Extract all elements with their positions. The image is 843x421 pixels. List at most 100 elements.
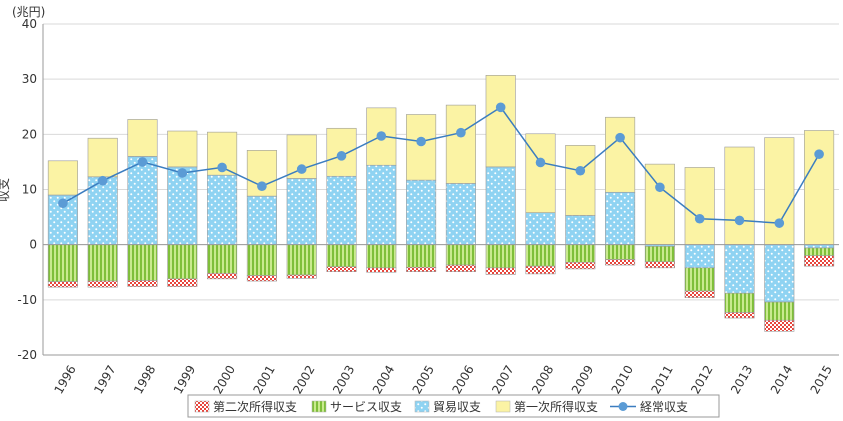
bar-trade-1997 [87, 176, 118, 245]
legend-item-second: 第二次所得収支 [194, 399, 297, 414]
line-series [58, 102, 824, 228]
bar-first-1996 [47, 160, 78, 196]
bar-second-2013 [724, 312, 755, 319]
bar-first-2008 [525, 133, 556, 213]
bar-first-1999 [167, 130, 198, 168]
bar-second-2015 [804, 255, 835, 267]
point-current-2000 [217, 162, 227, 173]
bar-service-2002 [286, 244, 317, 276]
point-current-2005 [416, 136, 426, 147]
bar-second-1997 [87, 280, 118, 288]
bar-second-2011 [644, 261, 675, 269]
bar-service-1997 [87, 244, 118, 282]
x-tick-label: 2004 [370, 363, 397, 396]
y-tick-label: -10 [17, 293, 37, 307]
bar-trade-2010 [605, 191, 636, 245]
bar-service-1998 [127, 244, 158, 281]
bar-trade-2003 [326, 175, 357, 245]
bar-second-2009 [565, 262, 596, 270]
x-tick-label: 2011 [648, 363, 675, 396]
bar-service-2009 [565, 244, 596, 263]
point-current-2004 [376, 131, 387, 141]
bar-trade-2005 [406, 179, 437, 245]
bar-trade-2012 [684, 244, 715, 269]
x-tick-label: 2003 [330, 363, 357, 396]
x-tick-label: 2005 [410, 363, 437, 396]
x-tick-label: 2015 [808, 363, 835, 396]
x-tick-label: 1998 [131, 363, 158, 396]
bar-trade-2009 [565, 215, 596, 245]
bar-second-2008 [525, 265, 556, 275]
legend-item-service: サービス収支 [311, 400, 402, 414]
bar-service-2014 [764, 301, 795, 321]
point-current-1997 [97, 175, 108, 186]
bar-service-2010 [605, 244, 636, 260]
bar-trade-2014 [764, 244, 795, 303]
bar-first-2014 [764, 137, 795, 245]
legend-label-service: サービス収支 [330, 400, 402, 414]
bar-service-2008 [525, 244, 556, 267]
x-tick-label: 1999 [171, 363, 198, 396]
legend-item-first: 第一次所得収支 [495, 399, 598, 414]
bar-trade-2002 [286, 178, 317, 245]
bar-trade-1998 [127, 156, 158, 245]
point-current-2012 [694, 213, 705, 224]
legend-item-current: 経常収支 [610, 400, 688, 414]
bar-service-2013 [724, 292, 755, 313]
y-tick-label: -20 [17, 348, 37, 362]
bars [47, 75, 835, 332]
point-current-2009 [575, 165, 586, 176]
x-tick-label: 2007 [489, 363, 516, 396]
y-tick-label: 30 [22, 72, 37, 86]
point-current-2008 [535, 157, 546, 168]
point-current-2015 [814, 149, 824, 159]
bar-service-2007 [485, 244, 516, 269]
bar-service-2005 [406, 244, 437, 268]
x-tick-label: 2006 [449, 363, 476, 396]
bar-trade-1996 [47, 194, 78, 245]
bar-first-2006 [445, 104, 476, 184]
bar-second-2014 [764, 319, 795, 332]
bar-service-2003 [326, 244, 357, 268]
bar-second-2000 [207, 273, 238, 280]
bar-trade-2000 [207, 174, 238, 245]
bar-second-2010 [605, 259, 636, 266]
bar-first-2009 [565, 145, 596, 216]
legend-swatch-second [194, 400, 210, 413]
bar-second-1996 [47, 281, 78, 288]
point-current-2002 [296, 164, 307, 174]
legend-swatch-trade [414, 400, 430, 413]
x-tick-label: 2010 [609, 363, 636, 396]
bar-second-2003 [326, 266, 357, 272]
point-current-2006 [456, 127, 466, 138]
grid [43, 23, 839, 356]
point-current-2013 [734, 215, 745, 226]
bar-service-2015 [804, 247, 835, 257]
bar-second-2001 [246, 275, 277, 282]
bar-service-2006 [445, 244, 476, 266]
bar-service-1999 [167, 244, 198, 280]
bar-first-2013 [724, 146, 755, 245]
point-current-2010 [615, 132, 625, 143]
bar-service-2001 [246, 244, 277, 276]
bar-second-2012 [684, 290, 715, 298]
bar-first-1997 [87, 137, 118, 178]
bar-service-1996 [47, 244, 78, 282]
x-tick-label: 2001 [250, 363, 277, 396]
legend-label-trade: 貿易収支 [433, 400, 481, 414]
bar-first-2005 [406, 114, 437, 181]
legend: 第二次所得収支 サービス収支 貿易収支 第一次所得収支 経常収支 [187, 394, 720, 418]
x-tick-label: 2002 [290, 363, 317, 396]
y-tick-label: 40 [22, 17, 37, 31]
bar-first-2015 [804, 130, 835, 245]
x-tick-label: 2008 [529, 363, 556, 396]
bar-second-1998 [127, 280, 158, 287]
y-axis-title: 収支 [0, 178, 11, 202]
bar-second-2004 [366, 267, 397, 273]
x-tick-label: 1996 [51, 363, 78, 396]
x-tick-label: 1997 [91, 363, 118, 396]
bar-trade-2013 [724, 244, 755, 294]
point-current-1996 [58, 198, 68, 209]
bar-first-2003 [326, 127, 357, 177]
